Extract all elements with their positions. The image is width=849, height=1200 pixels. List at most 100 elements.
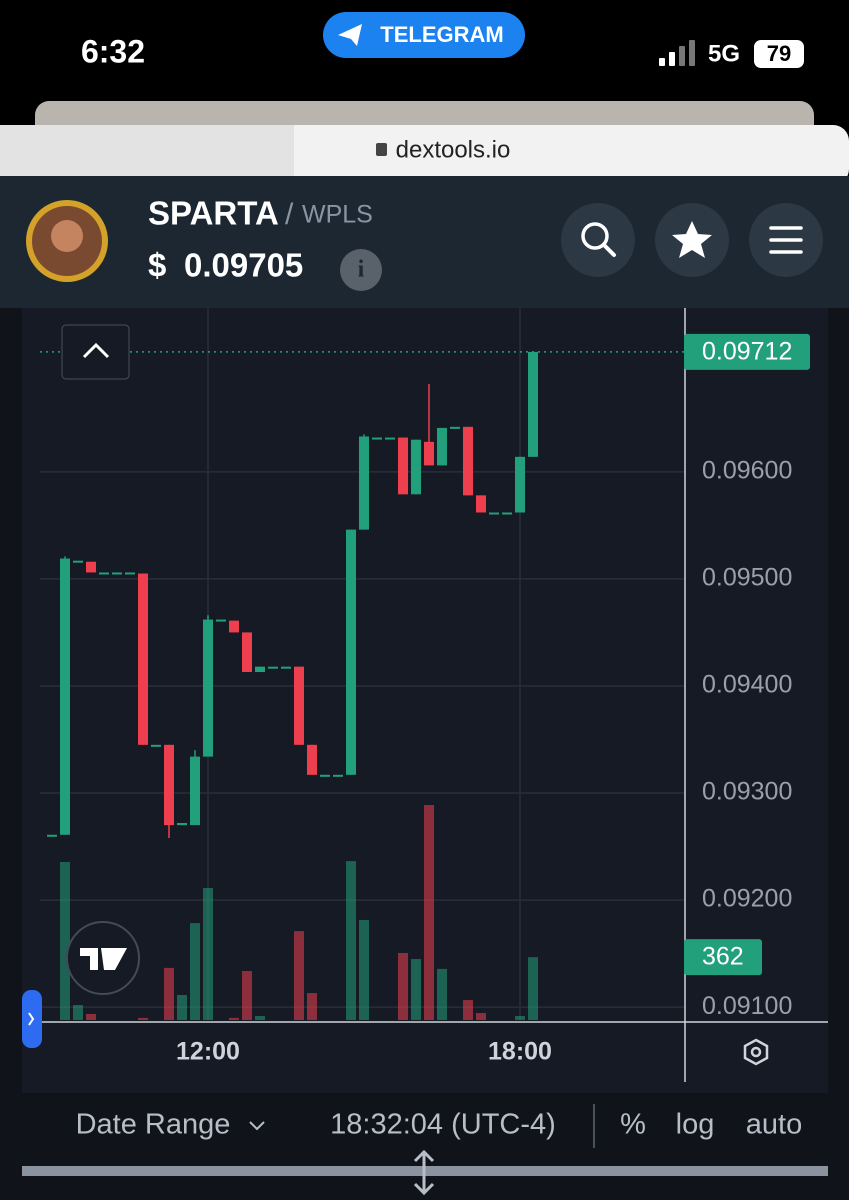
url: dextools.io [396, 136, 511, 163]
collapse-button[interactable] [61, 324, 130, 380]
candle-body [333, 774, 343, 777]
candle-body [463, 426, 473, 496]
volume-bar [437, 968, 447, 1020]
x-tick-label: 12:00 [176, 1038, 240, 1066]
search-button[interactable] [561, 203, 635, 277]
candle-body [268, 666, 278, 669]
y-tick-label: 0.09400 [702, 671, 792, 699]
volume-bar [190, 923, 200, 1020]
y-tick-label: 0.09200 [702, 885, 792, 913]
candle-body [229, 620, 239, 633]
volume-bar [398, 952, 408, 1020]
candle-body [203, 619, 213, 757]
volume-bar [463, 1000, 473, 1020]
info-button[interactable] [340, 249, 382, 291]
volume-bar [164, 967, 174, 1020]
candle-body [489, 512, 499, 515]
candle-body [372, 437, 382, 440]
volume-bar [411, 959, 421, 1020]
volume-bar [138, 1017, 148, 1020]
clock-utc: 18:32:04 (UTC-4) [330, 1109, 556, 1141]
candle-body [476, 495, 486, 513]
volume-bar [307, 993, 317, 1020]
settings-hole [750, 1046, 762, 1058]
settings-icon[interactable] [743, 1038, 769, 1066]
resize-icon [413, 1149, 435, 1196]
candle-body [112, 572, 122, 575]
candle-body [398, 437, 408, 495]
signal-icon [659, 40, 695, 66]
candle-body [73, 560, 83, 563]
last-volume-badge [684, 939, 762, 976]
y-tick-label: 0.09300 [702, 778, 792, 806]
volume-bar [255, 1016, 265, 1020]
candle-body [60, 558, 70, 835]
pill-label: TELEGRAM [380, 22, 503, 47]
tradingview-mark [80, 948, 127, 970]
battery [754, 40, 804, 68]
volume-bar [242, 971, 252, 1020]
search-icon [581, 222, 609, 250]
address-left [0, 125, 294, 177]
symbol: SPARTA [148, 195, 279, 232]
percent-toggle[interactable]: % [620, 1109, 646, 1141]
battery-level: 79 [767, 41, 791, 66]
y-tick-label: 0.09100 [702, 992, 792, 1020]
y-tick-label: 0.09500 [702, 563, 792, 591]
x-tick-label: 18:00 [488, 1038, 552, 1066]
star-icon [672, 221, 712, 258]
candle-body [99, 572, 109, 575]
telegram-icon [338, 24, 362, 46]
candle-body [424, 441, 434, 466]
last-price-badge [684, 333, 810, 370]
candle-body [359, 436, 369, 530]
candle-body [450, 426, 460, 429]
volume-bar [177, 994, 187, 1020]
log-toggle[interactable]: log [676, 1109, 715, 1141]
candle-body [528, 351, 538, 457]
candle-body [164, 744, 174, 826]
candle-body [255, 666, 265, 673]
candle-body [320, 774, 330, 777]
candle-body [515, 456, 525, 513]
volume-bar [60, 861, 70, 1020]
currency: $ [148, 247, 166, 284]
info-icon: i [358, 257, 365, 283]
volume-bar [203, 888, 213, 1020]
candle-body [177, 822, 187, 826]
volume-bar [359, 919, 369, 1020]
last-volume-label: 362 [702, 943, 744, 971]
date-range[interactable]: Date Range [76, 1109, 231, 1141]
candle-body [86, 561, 96, 573]
volume-bar [229, 1017, 239, 1020]
candle-body [385, 437, 395, 440]
telegram-pill[interactable] [323, 12, 525, 58]
menu-icon [769, 226, 803, 254]
quote: WPLS [302, 201, 373, 229]
candle-body [125, 572, 135, 575]
pair-separator: / [285, 198, 294, 231]
candle-body [190, 756, 200, 826]
volume-bar [346, 861, 356, 1020]
candle-body [47, 834, 57, 837]
plot [40, 308, 685, 1020]
candle-body [138, 573, 148, 745]
volume-bar [86, 1013, 96, 1020]
avatar-face [51, 220, 83, 252]
auto-toggle[interactable]: auto [746, 1109, 802, 1141]
volume-bar [424, 805, 434, 1020]
candle-body [437, 427, 447, 466]
side-tab-icon [28, 1012, 35, 1026]
candle-body [502, 512, 512, 515]
network: 5G [708, 40, 740, 67]
candle-body [281, 666, 291, 669]
volume-bar [73, 1005, 83, 1020]
volume-bar [294, 931, 304, 1020]
search-handle [602, 243, 616, 257]
y-tick-label: 0.09600 [702, 456, 792, 484]
chevron-up [82, 342, 110, 359]
volume-bar [528, 957, 538, 1020]
volume-bar [515, 1016, 525, 1020]
